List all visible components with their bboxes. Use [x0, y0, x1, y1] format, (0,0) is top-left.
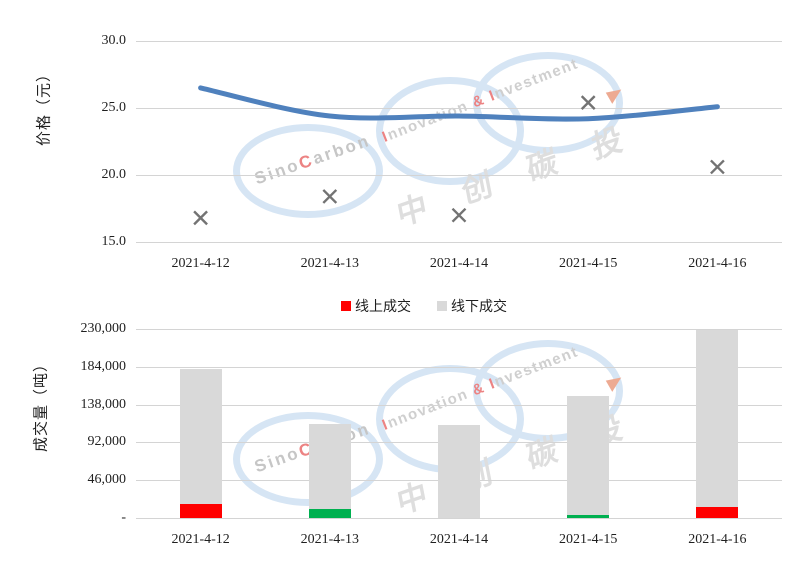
- price-x-markers: [193, 95, 725, 226]
- watermark-top: SinoCarbon Innovation & Investment 中 创 碳…: [230, 52, 640, 257]
- price-gridline: [136, 242, 782, 243]
- bar-segment-online: [179, 504, 222, 518]
- volume-y-tick-label: 230,000: [80, 321, 127, 336]
- volume-gridline: [136, 404, 782, 406]
- price-x-tick-label: 2021-4-12: [171, 256, 230, 271]
- price-y-tick-label: 30.0: [101, 33, 127, 48]
- volume-gridline: [136, 518, 782, 519]
- volume-x-tick-label: 2021-4-15: [559, 532, 618, 547]
- bar-segment-online: [308, 509, 351, 518]
- watermark-circle-icon: [473, 52, 623, 154]
- price-y-tick-label: 15.0: [101, 234, 127, 249]
- price-y-axis-title: 价格（元）: [36, 65, 53, 147]
- watermark-circle-icon: [473, 340, 623, 442]
- bar-segment-online: [696, 507, 739, 518]
- bar-segment-offline: [308, 424, 351, 509]
- price-line: [198, 85, 720, 122]
- volume-y-tick-label: 184,000: [80, 358, 127, 374]
- price-x-tick-label: 2021-4-13: [300, 256, 359, 271]
- legend-item-offline: 线下成交: [437, 296, 507, 316]
- price-x-tick-label: 2021-4-14: [429, 256, 489, 271]
- price-gridline: [136, 41, 782, 42]
- bar-segment-offline: [438, 425, 480, 518]
- price-series-svg: [193, 85, 725, 226]
- volume-plot-area: 230,000 184,000 138,000 92,000 46,000 - 2021-4…: [81, 321, 782, 547]
- legend-label-online: 线上成交: [355, 300, 411, 315]
- volume-y-tick-label: -: [121, 510, 126, 525]
- volume-gridline: [136, 329, 782, 330]
- legend-swatch-online-icon: [341, 301, 351, 311]
- volume-x-tick-label: 2021-4-14: [429, 532, 489, 547]
- bar-segment-offline: [567, 396, 610, 515]
- price-gridline: [136, 108, 782, 109]
- bar-segment-online: [567, 514, 610, 518]
- legend: 线上成交 线下成交: [23, 296, 802, 316]
- bar-segment-offline: [179, 369, 222, 504]
- volume-y-tick-label: 138,000: [80, 396, 127, 412]
- volume-y-tick-label: 92,000: [87, 434, 127, 450]
- volume-x-tick-label: 2021-4-16: [688, 532, 747, 547]
- price-y-tick-label: 25.0: [101, 100, 127, 115]
- price-gridline: [136, 175, 782, 176]
- price-x-tick-label: 2021-4-15: [559, 256, 618, 271]
- price-plot-area: 30.0 25.0 20.0 15.0 2021-4-12 2021-4-13 2021-4…: [102, 33, 782, 271]
- legend-swatch-offline-icon: [437, 301, 447, 311]
- legend-item-online: 线上成交: [341, 296, 411, 316]
- watermark-circle-icon: [233, 124, 383, 218]
- price-y-tick-label: 20.0: [101, 167, 127, 182]
- volume-y-axis-title: 成交量（吨）: [33, 355, 50, 453]
- volume-y-tick-label: 46,000: [87, 472, 127, 488]
- bar-segment-offline: [696, 329, 739, 508]
- volume-gridline: [136, 366, 782, 368]
- price-x-tick-label: 2021-4-16: [688, 256, 747, 271]
- volume-x-tick-label: 2021-4-12: [171, 532, 230, 547]
- legend-label-offline: 线下成交: [451, 300, 507, 315]
- volume-x-tick-label: 2021-4-13: [300, 532, 359, 547]
- watermark-circle-icon: [233, 412, 383, 506]
